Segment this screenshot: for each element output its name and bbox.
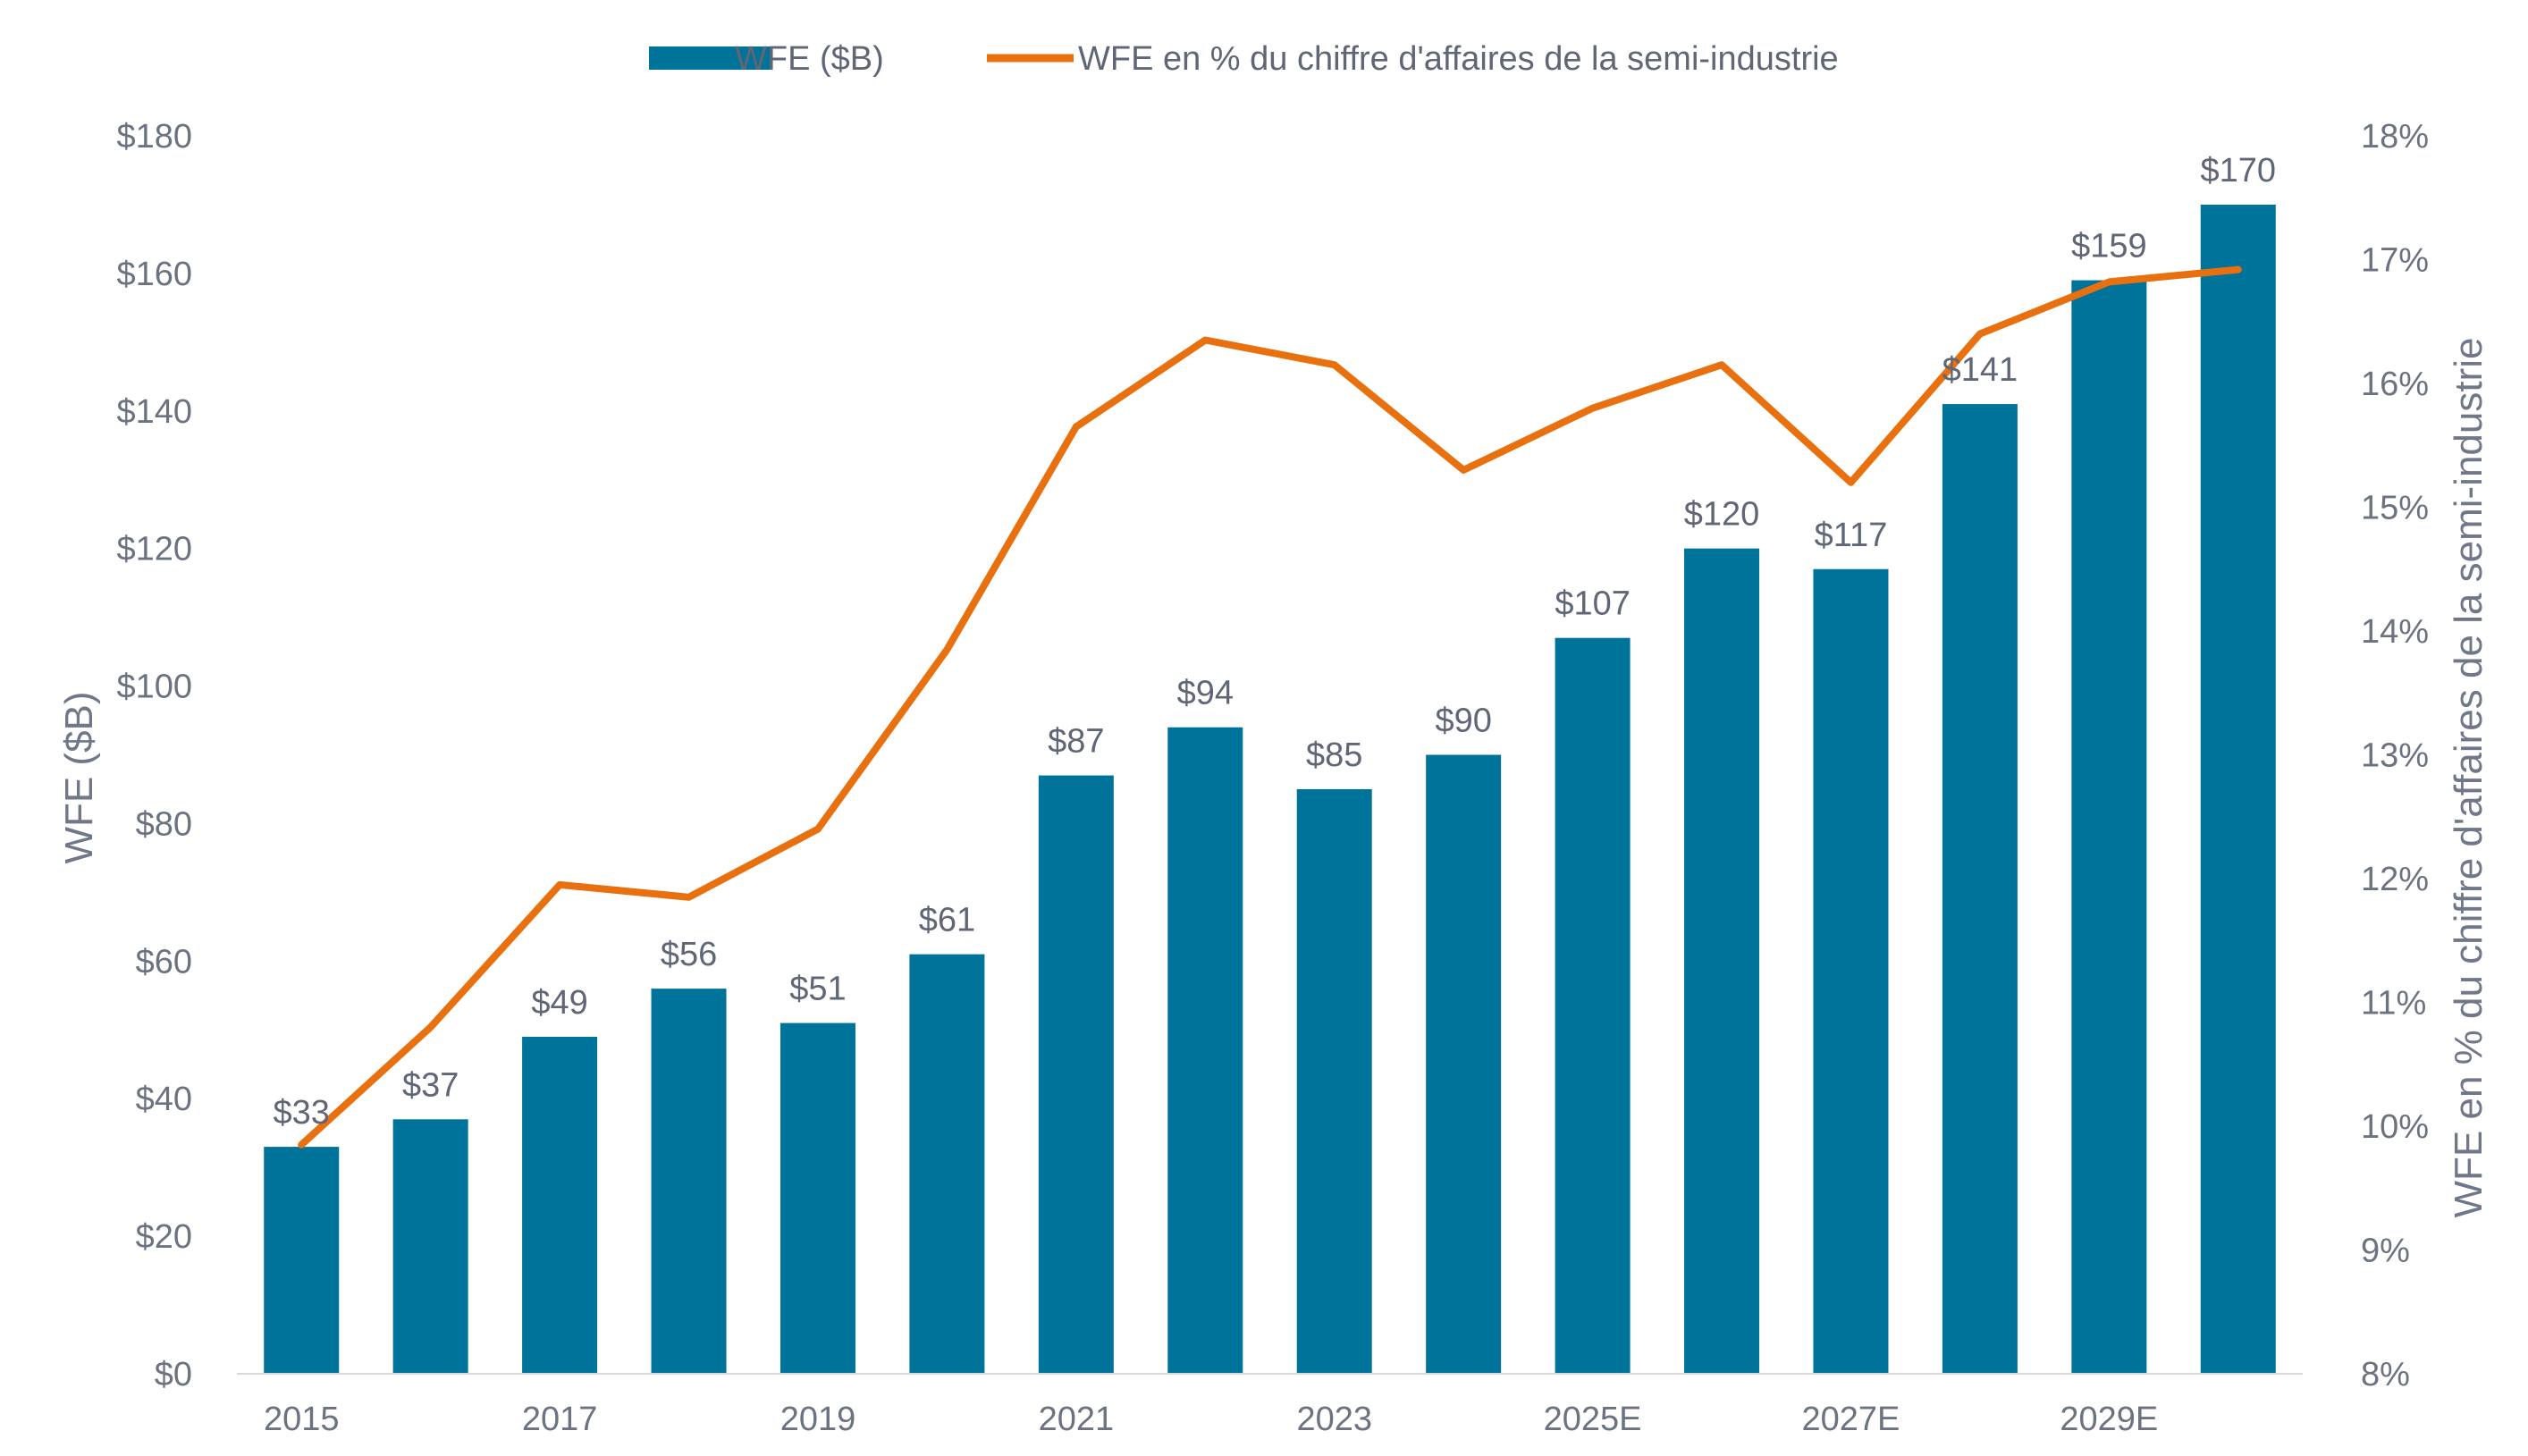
bar-data-label: $141 — [1942, 351, 2018, 389]
y-tick-left: $120 — [116, 531, 192, 568]
bar-2027E — [1813, 568, 1889, 1374]
bar-data-label: $37 — [402, 1066, 459, 1104]
bar-2030E — [2200, 204, 2276, 1374]
y-tick-right: 13% — [2361, 737, 2429, 775]
bar-2016 — [392, 1119, 468, 1374]
y-tick-left: $140 — [116, 393, 192, 431]
x-tick-label: 2015 — [264, 1401, 340, 1438]
y-tick-right: 10% — [2361, 1108, 2429, 1146]
bar-2019 — [779, 1023, 855, 1374]
bar-data-label: $49 — [531, 984, 587, 1022]
y-tick-right: 14% — [2361, 613, 2429, 651]
bar-data-label: $117 — [1815, 517, 1888, 554]
x-tick-label: 2017 — [522, 1401, 598, 1438]
y-tick-left: $20 — [136, 1218, 192, 1256]
y-axis-title-right: WFE en % du chiffre d'affaires de la sem… — [2447, 338, 2490, 1218]
x-tick-label: 2029E — [2060, 1401, 2158, 1438]
legend: WFE ($B) WFE en % du chiffre d'affaires … — [649, 40, 1839, 78]
bar-2015 — [264, 1147, 340, 1374]
bar-2029E — [2071, 280, 2147, 1374]
y-tick-right: 15% — [2361, 490, 2429, 527]
y-tick-left: $0 — [155, 1356, 192, 1393]
y-tick-left: $60 — [136, 943, 192, 980]
bar-2025E — [1555, 637, 1631, 1374]
x-tick-label: 2027E — [1802, 1401, 1900, 1438]
bar-data-label: $87 — [1048, 723, 1104, 761]
bar-data-label: $51 — [789, 971, 846, 1008]
percent-line — [298, 265, 2242, 1149]
bar-data-label: $170 — [2201, 152, 2277, 189]
y-tick-left: $40 — [136, 1081, 192, 1118]
bar-data-label: $107 — [1555, 585, 1631, 623]
bar-data-label: $90 — [1435, 703, 1491, 740]
bar-data-label: $56 — [661, 936, 717, 973]
bar-data-label: $94 — [1177, 675, 1234, 712]
x-tick-label: 2023 — [1296, 1401, 1372, 1438]
x-tick-label: 2019 — [780, 1401, 856, 1438]
y-tick-left: $80 — [136, 805, 192, 843]
bar-data-label: $159 — [2071, 228, 2147, 265]
legend-label-wfe-bar: WFE ($B) — [735, 40, 884, 78]
bar-data-label: $120 — [1684, 496, 1760, 534]
y-tick-right: 9% — [2361, 1233, 2410, 1270]
bar-2028E — [1942, 404, 2018, 1374]
legend-swatch-wfe-bar — [649, 46, 771, 70]
y-tick-right: 17% — [2361, 242, 2429, 280]
bar-2024 — [1426, 754, 1502, 1374]
y-tick-right: 11% — [2361, 985, 2426, 1023]
y-tick-right: 12% — [2361, 861, 2429, 898]
y-tick-right: 8% — [2361, 1356, 2410, 1393]
bar-2021 — [1038, 775, 1114, 1374]
legend-label-percent-line: WFE en % du chiffre d'affaires de la sem… — [1078, 40, 1839, 78]
plot-area: $0 $20 $40 $60 $80 $100 $120 $140 $160 $180 8% 9% 10… — [116, 118, 2429, 1438]
y-axis-title-left: WFE ($B) — [57, 691, 101, 863]
bar-2020 — [909, 954, 985, 1374]
bar-data-label: $61 — [919, 902, 975, 939]
bar-2018 — [651, 989, 727, 1374]
x-tick-label: 2021 — [1039, 1401, 1115, 1438]
y-tick-left: $100 — [116, 669, 192, 706]
bar-data-label: $85 — [1306, 736, 1362, 774]
y-tick-right: 16% — [2361, 366, 2429, 403]
y-tick-right: 18% — [2361, 118, 2429, 156]
bar-2022 — [1167, 727, 1243, 1374]
bar-data-label: $33 — [274, 1094, 330, 1132]
x-tick-label: 2025E — [1544, 1401, 1642, 1438]
bar-2017 — [522, 1036, 598, 1374]
y-tick-left: $160 — [116, 256, 192, 293]
bar-2026E — [1684, 548, 1760, 1374]
bar-2023 — [1296, 788, 1372, 1374]
y-tick-left: $180 — [116, 118, 192, 156]
